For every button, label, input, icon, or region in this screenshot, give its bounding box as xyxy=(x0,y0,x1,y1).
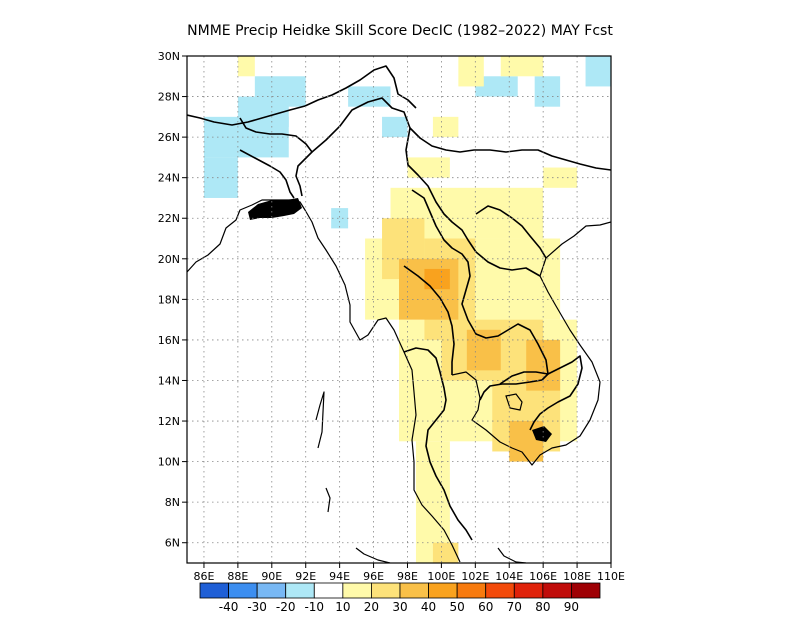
latitude-label: 12N xyxy=(158,415,180,428)
latitude-label: 8N xyxy=(165,496,180,509)
longitude-label: 98E xyxy=(397,570,418,583)
longitude-labels: 86E 88E 90E 92E 94E 96E 98E 100E 102E 104E 106E 108… xyxy=(193,570,625,583)
skill-cell xyxy=(475,76,518,97)
colorbar-label: 30 xyxy=(392,600,407,614)
colorbar-label: 20 xyxy=(364,600,379,614)
colorbar-swatch xyxy=(513,582,544,599)
skill-cell xyxy=(534,76,561,107)
longitude-label: 100E xyxy=(427,570,455,583)
colorbar-swatch xyxy=(456,582,487,599)
border xyxy=(403,347,473,541)
colorbar-swatch xyxy=(371,582,401,599)
latitude-label: 18N xyxy=(158,293,180,306)
latitude-label: 24N xyxy=(158,172,180,185)
longitude-label: 102E xyxy=(461,570,489,583)
latitude-labels: 30N 28N 26N 24N 22N 20N 18N 16N 14N 12N 10N 8N 6N xyxy=(158,50,180,550)
border xyxy=(409,127,611,171)
skill-cell xyxy=(331,208,349,229)
land-outlines xyxy=(187,65,611,563)
coastline xyxy=(325,487,331,513)
border xyxy=(311,97,541,277)
colorbar xyxy=(199,582,601,599)
colorbar-label: 50 xyxy=(450,600,465,614)
coastline xyxy=(451,221,611,466)
map-title: NMME Precip Heidke Skill Score DecIC (19… xyxy=(187,23,613,39)
skill-cell xyxy=(348,86,391,107)
latitude-label: 10N xyxy=(158,456,180,469)
coastline xyxy=(315,391,325,449)
colorbar-label: -10 xyxy=(304,600,324,614)
skill-cell xyxy=(526,339,561,391)
latitude-label: 14N xyxy=(158,374,180,387)
colorbar-label: -20 xyxy=(276,600,296,614)
latitude-label: 22N xyxy=(158,212,180,225)
border xyxy=(187,65,417,126)
colorbar-labels: -40 -30 -20 -10 10 20 30 40 50 60 70 80 90 xyxy=(219,600,579,614)
skill-cell xyxy=(382,116,408,138)
border xyxy=(239,117,313,197)
plot-frame xyxy=(186,55,612,564)
colorbar-label: 80 xyxy=(535,600,550,614)
colorbar-label: 10 xyxy=(335,600,350,614)
skill-cell xyxy=(407,157,450,178)
skill-cell xyxy=(585,56,611,87)
skill-cell xyxy=(424,268,450,290)
border xyxy=(403,265,455,375)
latitude-label: 26N xyxy=(158,131,180,144)
colorbar-swatch xyxy=(313,582,344,599)
coastline xyxy=(187,199,461,563)
latitude-label: 6N xyxy=(165,537,180,550)
longitude-label: 94E xyxy=(329,570,350,583)
latitude-label: 30N xyxy=(158,50,180,63)
colorbar-swatch xyxy=(285,582,315,599)
colorbar-swatch xyxy=(256,582,287,599)
sundarbans-delta xyxy=(248,198,302,220)
latitude-label: 28N xyxy=(158,91,180,104)
skill-cell xyxy=(432,116,459,138)
colorbar-swatch xyxy=(228,582,258,599)
longitude-label: 92E xyxy=(295,570,316,583)
colorbar-label: -40 xyxy=(219,600,239,614)
mekong-delta xyxy=(532,426,552,442)
colorbar-swatch xyxy=(399,582,429,599)
colorbar-swatch xyxy=(542,582,572,599)
colorbar-label: 90 xyxy=(564,600,579,614)
coastline xyxy=(497,547,527,563)
latitude-label: 20N xyxy=(158,253,180,266)
skill-cell xyxy=(432,542,459,563)
skill-cell xyxy=(500,56,544,77)
skill-cell xyxy=(509,421,544,462)
skill-cell xyxy=(458,56,484,87)
border xyxy=(411,189,549,401)
longitude-label: 110E xyxy=(597,570,625,583)
axis-ticks xyxy=(182,55,612,568)
colorbar-swatch xyxy=(342,582,372,599)
longitude-label: 86E xyxy=(193,570,214,583)
border xyxy=(475,205,547,259)
colorbar-label: 40 xyxy=(421,600,436,614)
border xyxy=(239,149,295,199)
longitude-label: 104E xyxy=(495,570,523,583)
skill-cell xyxy=(543,167,578,188)
latitude-label: 16N xyxy=(158,334,180,347)
border xyxy=(529,355,583,431)
colorbar-label: 70 xyxy=(507,600,522,614)
colorbar-swatch xyxy=(485,582,515,599)
colorbar-swatch xyxy=(428,582,458,599)
longitude-label: 106E xyxy=(529,570,557,583)
skill-cell xyxy=(237,56,255,77)
longitude-label: 108E xyxy=(563,570,591,583)
longitude-label: 96E xyxy=(363,570,384,583)
colorbar-label: 60 xyxy=(478,600,493,614)
longitude-label: 90E xyxy=(261,570,282,583)
longitude-label: 88E xyxy=(227,570,248,583)
colorbar-label: -30 xyxy=(247,600,267,614)
colorbar-swatch xyxy=(571,582,601,599)
border xyxy=(499,371,549,385)
coastline xyxy=(355,547,391,563)
colorbar-swatch xyxy=(199,582,229,599)
